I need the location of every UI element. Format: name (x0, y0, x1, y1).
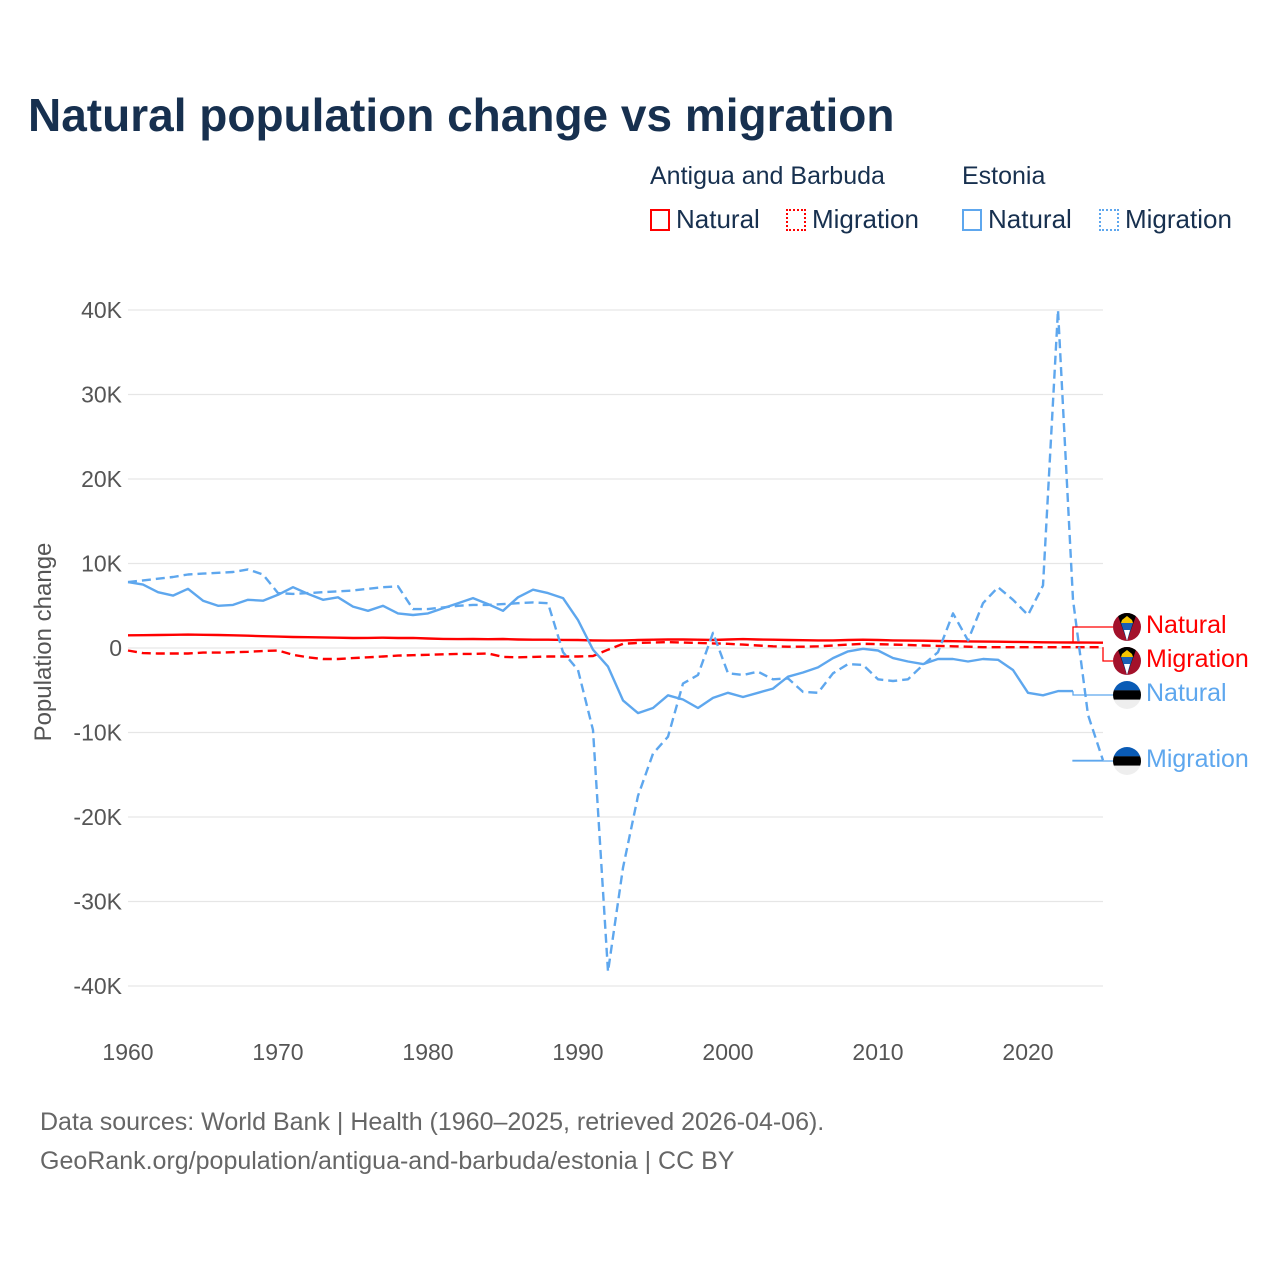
y-tick-label: 40K (81, 297, 123, 323)
flag-body (1113, 681, 1141, 709)
y-tick-label: -10K (73, 720, 122, 746)
legend-swatch-dotted-red (786, 208, 806, 231)
flag-stripe-blue (1113, 747, 1141, 757)
y-tick-label: -20K (73, 804, 122, 830)
legend-label: Natural (676, 204, 760, 234)
y-tick-label: -30K (73, 889, 122, 915)
series-line-0 (127, 633, 1104, 644)
flag-white (1124, 630, 1130, 641)
x-tick-label: 2010 (852, 1039, 903, 1065)
series-end-label: Migration (1146, 645, 1249, 673)
y-axis-label: Population change (30, 543, 57, 742)
series-end-label: Natural (1146, 611, 1227, 639)
series-line-2 (127, 580, 1073, 715)
legend-label: Migration (1125, 204, 1232, 234)
leader-line (1072, 626, 1113, 644)
x-tick-label: 1960 (102, 1039, 153, 1065)
footer-link[interactable]: GeoRank.org/population/antigua-and-barbu… (40, 1147, 735, 1175)
legend-swatch-dotted-blue (1099, 208, 1119, 231)
series-line-3 (127, 308, 1105, 973)
flag-body (1113, 647, 1141, 675)
y-tick-label: 0 (109, 635, 122, 661)
flag-sun (1121, 650, 1133, 657)
legend-estonia-natural[interactable]: Natural (962, 204, 1072, 235)
x-tick-label: 2020 (1002, 1039, 1053, 1065)
legend-group-antigua: Antigua and Barbuda (650, 162, 885, 190)
leader-line (1072, 691, 1113, 696)
flag-stripe-white (1113, 765, 1141, 775)
footer-source: Data sources: World Bank | Health (1960–… (40, 1108, 825, 1136)
legend-estonia-migration[interactable]: Migration (1099, 204, 1232, 235)
leader-line (1102, 647, 1113, 662)
legend-label: Migration (812, 204, 919, 234)
antigua-flag-icon (1113, 647, 1141, 675)
series-line-1 (127, 640, 1103, 661)
chart-title: Natural population change vs migration (28, 89, 895, 141)
x-tick-label: 1970 (252, 1039, 303, 1065)
flag-stripe-white (1113, 699, 1141, 709)
x-tick-label: 1990 (552, 1039, 603, 1065)
leader-line (1072, 759, 1113, 762)
y-tick-label: 10K (81, 551, 123, 577)
flag-stripe-black (1113, 756, 1141, 766)
estonia-flag-icon (1113, 681, 1141, 709)
flag-sun (1121, 616, 1133, 623)
legend-label: Natural (988, 204, 1072, 234)
flag-body (1113, 747, 1141, 775)
flag-body (1113, 613, 1141, 641)
series-end-label: Natural (1146, 679, 1227, 707)
legend-antigua-migration[interactable]: Migration (786, 204, 919, 235)
legend-swatch-solid-red (650, 208, 670, 231)
x-tick-label: 2000 (702, 1039, 753, 1065)
legend-antigua-natural[interactable]: Natural (650, 204, 760, 235)
y-tick-label: 30K (81, 382, 123, 408)
legend-group-estonia: Estonia (962, 162, 1046, 190)
series-end-label: Migration (1146, 745, 1249, 773)
antigua-flag-icon (1113, 613, 1141, 641)
estonia-flag-icon (1113, 747, 1141, 775)
legend-swatch-solid-blue (962, 208, 982, 231)
flag-stripe-black (1113, 690, 1141, 700)
y-tick-label: -40K (73, 973, 122, 999)
x-tick-label: 1980 (402, 1039, 453, 1065)
y-tick-label: 20K (81, 466, 123, 492)
flag-white (1124, 664, 1130, 675)
flag-stripe-blue (1113, 681, 1141, 691)
